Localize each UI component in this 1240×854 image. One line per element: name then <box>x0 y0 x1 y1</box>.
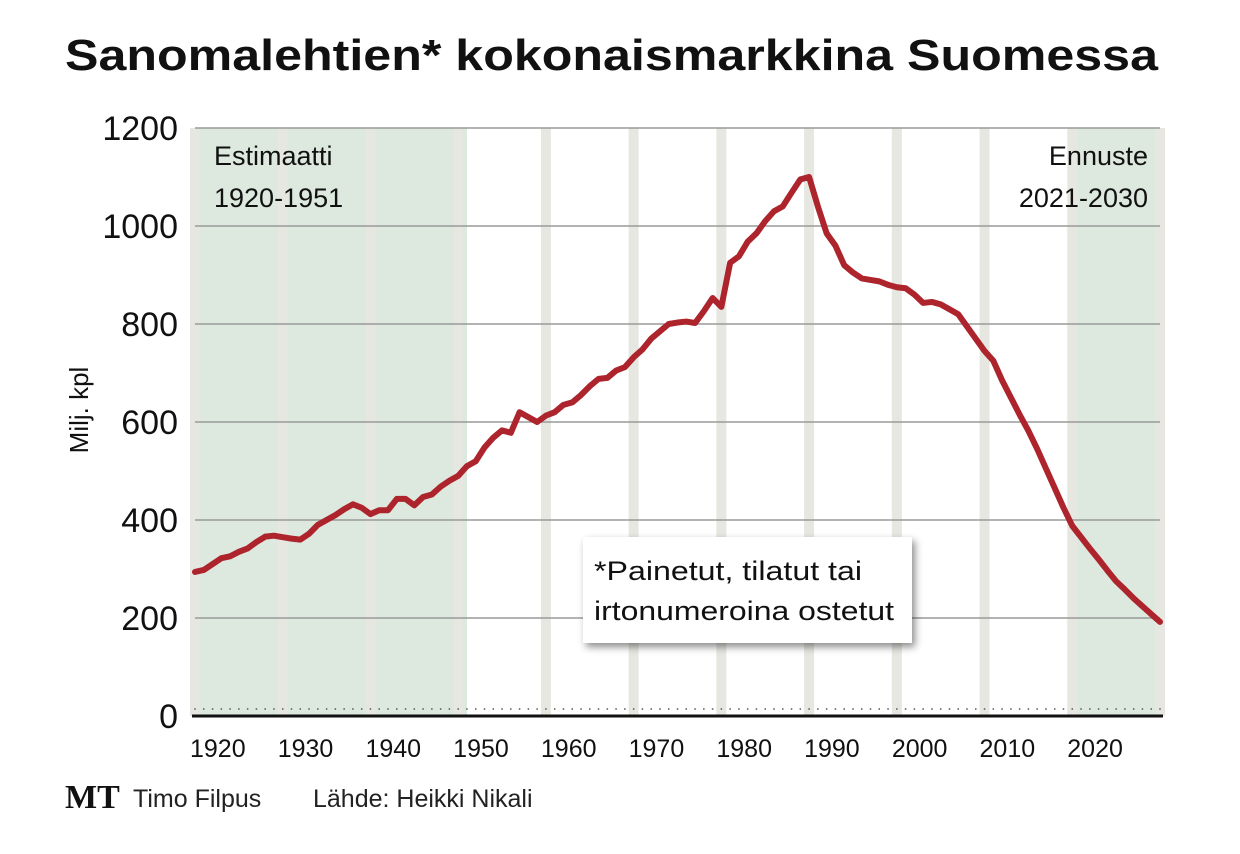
note-box <box>583 537 912 643</box>
y-axis-label: Milj. kpl <box>64 367 94 454</box>
x-tick-label: 2020 <box>1067 735 1123 763</box>
author: Timo Filpus <box>133 785 261 813</box>
chart-title: Sanomalehtien* kokonaismarkkina Suomessa <box>65 31 1159 80</box>
x-tick-label: 1990 <box>804 735 860 763</box>
y-tick-label: 200 <box>121 600 178 638</box>
x-tick-label: 1960 <box>541 735 597 763</box>
x-tick-label: 1920 <box>190 735 246 763</box>
line-layer <box>192 174 1163 625</box>
note-text: *Painetut, tilatut tai <box>594 556 862 586</box>
x-tick-label: 1980 <box>716 735 772 763</box>
annotation: 1920-1951 <box>214 183 343 213</box>
y-tick-label: 800 <box>121 306 178 344</box>
y-tick-label: 1000 <box>102 208 178 246</box>
note-text: irtonumeroina ostetut <box>594 596 895 626</box>
y-tick-label: 600 <box>121 404 178 442</box>
x-tick-label: 1970 <box>629 735 685 763</box>
grid-layer: 1920 1930 1940 1950 1960 1970 1980 1990 2000 2010… <box>102 110 1163 763</box>
text-layer: Sanomalehtien* kokonaismarkkina Suomessa… <box>64 31 1159 816</box>
logo: MT <box>65 779 120 816</box>
series-line <box>192 174 1163 625</box>
y-tick-label: 0 <box>159 698 178 736</box>
y-tick-label: 400 <box>121 502 178 540</box>
x-tick-label: 1950 <box>453 735 509 763</box>
y-tick-label: 1200 <box>102 110 178 148</box>
x-tick-label: 2000 <box>892 735 948 763</box>
annotation: Ennuste <box>1049 141 1148 171</box>
source: Lähde: Heikki Nikali <box>313 785 533 813</box>
annotation: Estimaatti <box>214 141 333 171</box>
annotation: 2021-2030 <box>1019 183 1148 213</box>
x-tick-label: 1940 <box>365 735 421 763</box>
x-tick-label: 1930 <box>278 735 334 763</box>
x-tick-label: 2010 <box>980 735 1036 763</box>
